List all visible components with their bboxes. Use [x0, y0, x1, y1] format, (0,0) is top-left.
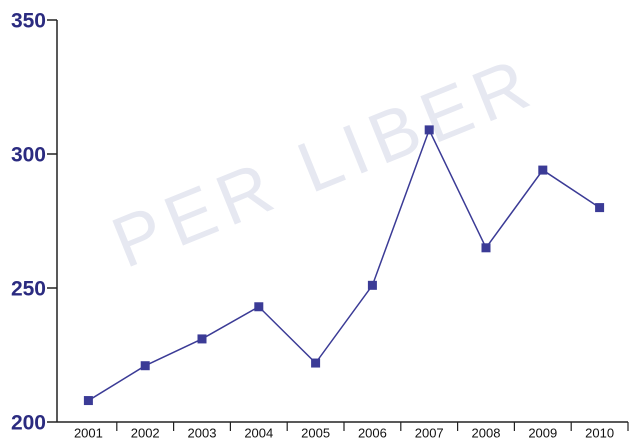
marker — [538, 165, 548, 175]
marker — [481, 243, 491, 253]
marker — [595, 203, 605, 213]
line — [88, 127, 601, 402]
x-tick-label: 2010 — [585, 425, 614, 440]
x-tick-label: 2001 — [74, 425, 103, 440]
marker — [83, 396, 93, 406]
x-tick-label: 2008 — [472, 425, 501, 440]
y-tick-label: 300 — [11, 144, 46, 167]
x-tick-label: 2006 — [358, 425, 387, 440]
x-tick-label: 2004 — [244, 425, 273, 440]
marker — [424, 125, 434, 135]
x-tick-label: 2003 — [188, 425, 217, 440]
y-tick-label: 200 — [11, 412, 46, 435]
x-tick-label: 2002 — [131, 425, 160, 440]
x-tick-label: 2005 — [301, 425, 330, 440]
marker — [254, 302, 264, 312]
marker — [140, 361, 150, 371]
marker — [311, 358, 321, 368]
marker — [367, 280, 377, 290]
x-tick-label: 2007 — [415, 425, 444, 440]
marker — [197, 334, 207, 344]
x-tick-label: 2009 — [528, 425, 557, 440]
y-tick-label: 250 — [11, 278, 46, 301]
y-tick-label: 350 — [11, 10, 46, 33]
watermark: PER LIBER — [102, 42, 547, 284]
